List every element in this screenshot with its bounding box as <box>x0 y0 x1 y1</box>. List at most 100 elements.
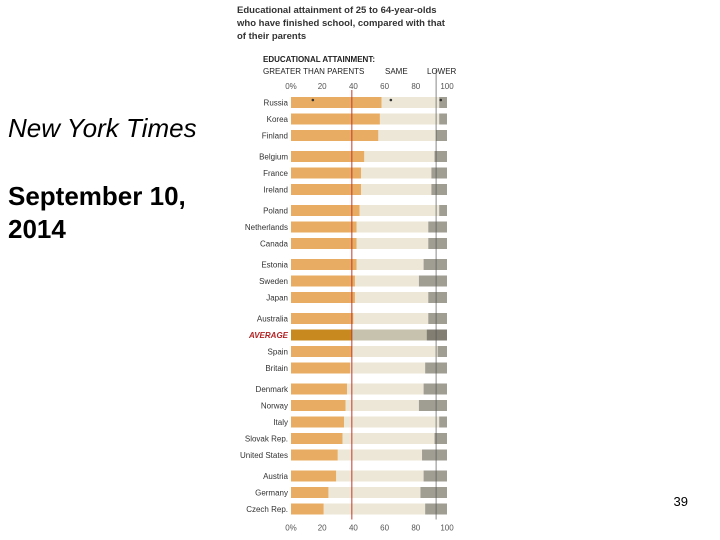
x-tick-bottom-0: 0% <box>285 524 297 533</box>
bar-same-korea <box>379 113 440 125</box>
category-labels: Russia Korea Finland Belgium France Ireland Po… <box>240 99 289 515</box>
legend-header-title: EDUCATIONAL ATTAINMENT: <box>263 55 375 64</box>
legend-header: EDUCATIONAL ATTAINMENT: GREATER THAN PAR… <box>263 55 457 76</box>
x-tick-bottom-4: 80 <box>411 524 420 533</box>
bar-same-belgium <box>364 151 435 162</box>
bar-lower-netherlands <box>428 221 447 233</box>
bar-same-sweden <box>354 275 419 287</box>
bar-greater-average <box>291 329 352 341</box>
x-axis-bottom: 0% 20 40 60 80 100 <box>285 524 454 533</box>
bar-row-slovak-rep <box>291 433 447 444</box>
bar-same-norway <box>345 400 419 411</box>
bar-greater-canada <box>291 238 357 249</box>
bar-greater-belgium <box>291 151 365 162</box>
category-label-italy: Italy <box>273 418 288 427</box>
bar-lower-austria <box>423 470 447 482</box>
category-label-korea: Korea <box>267 115 289 124</box>
bar-row-sweden <box>291 275 447 287</box>
category-label-netherlands: Netherlands <box>245 223 288 232</box>
x-tick-top-5: 100 <box>440 82 454 91</box>
x-tick-bottom-3: 60 <box>380 524 389 533</box>
category-label-austria: Austria <box>263 472 288 481</box>
bar-same-denmark <box>347 383 424 395</box>
source-caption: New York Times <box>8 113 197 143</box>
bar-greater-germany <box>291 487 329 498</box>
category-label-sweden: Sweden <box>259 277 288 286</box>
category-label-britain: Britain <box>265 364 288 373</box>
bar-row-average <box>291 329 447 341</box>
bar-greater-austria <box>291 470 337 482</box>
bar-lower-italy <box>439 416 447 428</box>
reference-lines <box>311 70 443 520</box>
bar-lower-canada <box>428 238 447 249</box>
x-tick-top-2: 40 <box>349 82 358 91</box>
x-tick-bottom-2: 40 <box>349 524 358 533</box>
bar-lower-australia <box>428 313 447 324</box>
chart-title-line-1: Educational attainment of 25 to 64-year-… <box>237 5 437 16</box>
category-label-ireland: Ireland <box>264 186 288 195</box>
bar-lower-belgium <box>434 151 447 162</box>
category-label-average: AVERAGE <box>248 331 289 340</box>
bar-row-france <box>291 167 447 179</box>
bar-row-netherlands <box>291 221 447 233</box>
bar-same-russia <box>381 97 440 108</box>
bar-row-belgium <box>291 151 447 162</box>
category-label-norway: Norway <box>261 402 288 411</box>
bars-group <box>291 97 447 515</box>
bar-same-germany <box>328 487 421 498</box>
chart-title-line-2: who have finished school, compared with … <box>236 18 446 29</box>
bar-row-japan <box>291 292 447 303</box>
bar-same-canada <box>356 238 429 249</box>
header-pointer-dot-2 <box>439 98 443 102</box>
bar-same-spain <box>351 346 438 357</box>
category-label-estonia: Estonia <box>261 261 288 270</box>
bar-same-finland <box>378 130 437 141</box>
bar-greater-australia <box>291 313 354 324</box>
chart-title-line-3: of their parents <box>237 31 306 42</box>
bar-greater-denmark <box>291 383 348 395</box>
bar-greater-slovak-rep <box>291 433 343 444</box>
bar-lower-slovak-rep <box>434 433 447 444</box>
bar-greater-korea <box>291 113 380 125</box>
bar-same-austria <box>336 470 424 482</box>
bar-greater-norway <box>291 400 346 411</box>
bar-same-japan <box>354 292 429 303</box>
category-label-japan: Japan <box>266 294 288 303</box>
x-tick-top-4: 80 <box>411 82 420 91</box>
bar-row-australia <box>291 313 447 324</box>
bar-same-average <box>351 329 427 341</box>
bar-row-italy <box>291 416 447 428</box>
bar-lower-poland <box>439 205 447 216</box>
bar-row-ireland <box>291 184 447 195</box>
bar-greater-japan <box>291 292 355 303</box>
bar-greater-finland <box>291 130 379 141</box>
bar-lower-finland <box>436 130 447 141</box>
bar-greater-france <box>291 167 362 179</box>
category-label-russia: Russia <box>264 99 289 108</box>
category-label-slovak-rep: Slovak Rep. <box>245 435 288 444</box>
bar-greater-ireland <box>291 184 362 195</box>
bar-lower-average <box>426 329 447 341</box>
bar-greater-netherlands <box>291 221 357 233</box>
bar-lower-ireland <box>431 184 447 195</box>
legend-label-lower: LOWER <box>427 67 457 76</box>
bar-greater-spain <box>291 346 352 357</box>
bar-greater-estonia <box>291 259 357 270</box>
x-tick-bottom-5: 100 <box>440 524 454 533</box>
x-axis-top: 0% 20 40 60 80 100 <box>285 82 454 91</box>
bar-row-norway <box>291 400 447 411</box>
bar-same-italy <box>344 416 440 428</box>
x-tick-top-1: 20 <box>318 82 327 91</box>
bar-row-czech-rep <box>291 503 447 515</box>
bar-lower-germany <box>420 487 447 498</box>
header-pointer-dot-1 <box>389 98 393 102</box>
bar-lower-japan <box>428 292 447 303</box>
bar-greater-russia <box>291 97 382 108</box>
bar-lower-russia <box>439 97 447 108</box>
bar-same-france <box>361 167 432 179</box>
category-label-spain: Spain <box>268 348 288 357</box>
bar-greater-britain <box>291 362 351 374</box>
category-label-australia: Australia <box>257 315 289 324</box>
bar-row-finland <box>291 130 447 141</box>
bar-row-united-states <box>291 449 447 461</box>
